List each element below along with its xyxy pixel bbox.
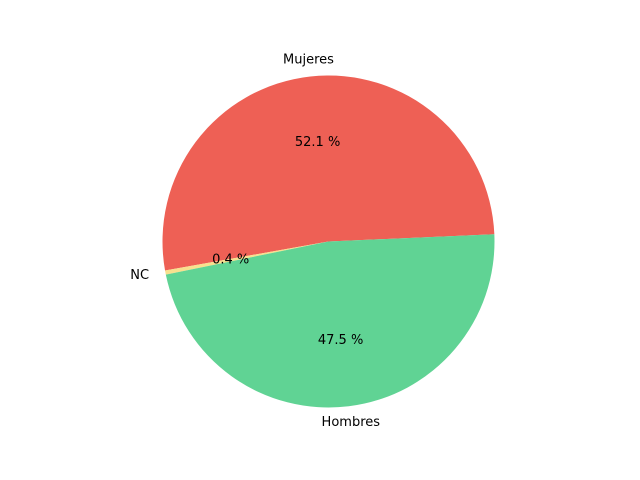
pie-slice-nc [165, 241, 329, 275]
pie-category-label-nc: NC [130, 268, 149, 283]
pie-pct-label-mujeres: 52.1 % [295, 135, 340, 150]
pie-slice-mujeres [162, 75, 495, 271]
pie-slices [162, 75, 495, 408]
pie-slice-hombres [165, 234, 495, 408]
pie-pct-label-nc: 0.4 % [212, 253, 249, 268]
pie-pct-label-hombres: 47.5 % [318, 333, 363, 348]
pie-category-label-mujeres: Mujeres [283, 53, 334, 68]
pie-labels: 52.1 % Mujeres 0.4 % NC 47.5 % Hombres [130, 53, 380, 431]
pie-category-label-hombres: Hombres [322, 415, 381, 430]
